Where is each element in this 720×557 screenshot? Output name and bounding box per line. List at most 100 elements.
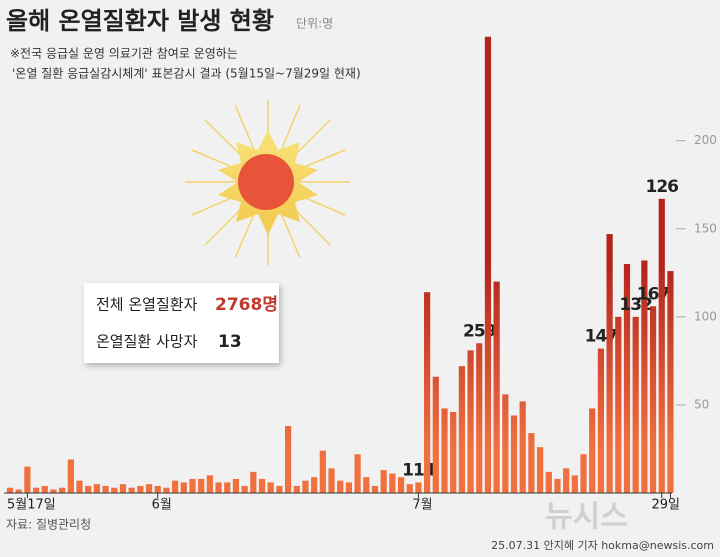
summary-box xyxy=(84,283,279,363)
bar xyxy=(284,426,292,493)
bar xyxy=(519,401,526,493)
bar xyxy=(302,480,309,493)
source: 자료: 질병관리청 xyxy=(6,518,91,532)
bar xyxy=(241,485,248,493)
bar xyxy=(528,433,535,493)
annotation-value: 2768명 xyxy=(215,295,278,315)
bar xyxy=(458,366,465,493)
bar xyxy=(128,487,135,493)
bar xyxy=(493,281,500,493)
bar xyxy=(337,480,344,493)
bar xyxy=(215,482,222,493)
data-label: 114 xyxy=(402,460,436,480)
bar xyxy=(85,485,92,493)
annotation-value: 13 xyxy=(218,332,242,352)
bar xyxy=(137,485,144,493)
bar xyxy=(623,264,631,493)
bar xyxy=(502,394,509,493)
bar xyxy=(311,477,318,493)
bar xyxy=(345,482,353,493)
bar xyxy=(6,487,14,493)
bar xyxy=(467,350,474,493)
bar xyxy=(258,478,266,493)
bar xyxy=(563,468,570,493)
bar xyxy=(554,478,561,493)
bar xyxy=(102,485,109,493)
bar xyxy=(424,292,431,493)
x-tick-label: 29일 xyxy=(651,498,680,513)
annotation-label: 전체 온열질환자 xyxy=(96,296,198,314)
bar xyxy=(476,343,483,493)
y-tick-label: 200 xyxy=(694,133,717,147)
bar xyxy=(163,487,170,493)
bar xyxy=(328,468,335,493)
bar xyxy=(406,484,413,493)
bar xyxy=(267,482,274,493)
bar xyxy=(198,478,205,493)
bar xyxy=(545,471,552,493)
bar xyxy=(667,271,674,493)
bar xyxy=(484,36,492,494)
bar xyxy=(41,485,48,493)
chart-title: 올해 온열질환자 발생 현황 xyxy=(6,7,274,35)
bar xyxy=(232,478,240,493)
bar xyxy=(606,234,613,494)
bar xyxy=(111,487,118,493)
data-label: 126 xyxy=(646,177,679,197)
bar xyxy=(145,484,153,493)
bar xyxy=(641,260,648,493)
unit-label: 단위:명 xyxy=(296,17,333,31)
bar xyxy=(450,411,457,493)
bar xyxy=(649,306,657,493)
credit: 25.07.31 안지혜 기자 hokma@newsis.com xyxy=(491,539,714,552)
bar xyxy=(397,477,405,493)
subtitle: '온열 질환 응급실감시체계' 표본감시 결과 (5월15일~7월29일 현재) xyxy=(12,67,361,81)
bar xyxy=(571,475,578,493)
bar xyxy=(380,470,387,493)
bar xyxy=(363,477,370,493)
y-tick-label: 50 xyxy=(694,397,709,411)
bar xyxy=(76,480,83,493)
bar xyxy=(580,454,587,493)
bar xyxy=(172,480,179,493)
bar xyxy=(441,408,448,493)
bar xyxy=(389,473,396,493)
sun-illustration xyxy=(185,100,350,265)
bar xyxy=(510,415,518,493)
bar xyxy=(32,487,40,493)
bar xyxy=(597,348,605,493)
watermark: 뉴시스 xyxy=(545,500,628,535)
bar xyxy=(415,482,422,493)
y-tick-label: 150 xyxy=(694,221,717,235)
bar xyxy=(276,485,283,493)
bar xyxy=(59,487,66,493)
bar xyxy=(119,484,127,493)
y-tick-label: 100 xyxy=(694,309,717,323)
bar xyxy=(224,482,231,493)
bar xyxy=(250,471,257,493)
bar xyxy=(536,447,544,493)
bar xyxy=(589,408,596,493)
annotation-label: 온열질환 사망자 xyxy=(96,333,198,351)
bar xyxy=(293,485,300,493)
x-tick-label: 5월17일 xyxy=(7,498,56,513)
bar xyxy=(24,466,31,493)
bar xyxy=(15,489,22,493)
bar xyxy=(67,459,74,493)
bar xyxy=(354,454,361,493)
bar xyxy=(432,376,439,493)
bar xyxy=(206,475,213,493)
bar xyxy=(180,482,187,493)
bar xyxy=(632,316,639,493)
x-tick-label: 6월 xyxy=(152,498,172,513)
bar xyxy=(189,478,196,493)
x-tick-label: 7월 xyxy=(412,498,432,513)
subtitle: ※전국 응급실 운영 의료기관 참여로 운영하는 xyxy=(10,47,238,61)
bar xyxy=(658,198,665,494)
bar xyxy=(319,450,326,493)
bar xyxy=(371,485,379,493)
bar xyxy=(50,489,57,493)
bar xyxy=(615,316,622,493)
